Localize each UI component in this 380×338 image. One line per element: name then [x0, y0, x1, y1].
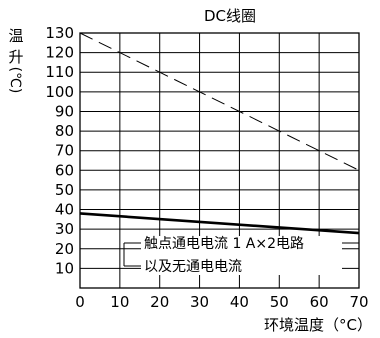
- annotation-line-2: 以及无通电电流: [144, 259, 242, 275]
- y-tick-label-12: 130: [45, 24, 74, 42]
- y-tick-label-6: 70: [55, 142, 74, 160]
- y-tick-label-3: 40: [55, 201, 74, 219]
- y-tick-label-9: 100: [45, 83, 74, 101]
- grid: [79, 32, 360, 289]
- y-tick-label-4: 50: [55, 181, 74, 199]
- chart-title: DC线圈: [204, 7, 256, 25]
- x-axis-label: 环境温度（°C）: [264, 316, 372, 334]
- x-tick-label-1: 10: [110, 293, 129, 311]
- annotation: 触点通电电流 1 A×2电路 以及无通电电流: [123, 236, 359, 275]
- y-axis-label-char-1: 温: [8, 27, 23, 45]
- y-tick-label-5: 60: [55, 161, 74, 179]
- x-tick-label-0: 0: [75, 293, 85, 311]
- y-axis-label: 温 升 (℃): [7, 27, 24, 93]
- y-tick-label-7: 80: [55, 122, 74, 140]
- annotation-background: [141, 236, 342, 275]
- x-tick-label-3: 30: [190, 293, 209, 311]
- x-tick-labels: 0 10 20 30 40 50 60 70: [75, 293, 368, 311]
- y-tick-label-11: 120: [45, 44, 74, 62]
- x-tick-label-7: 70: [349, 293, 368, 311]
- x-tick-label-4: 40: [230, 293, 249, 311]
- series-line-1: [79, 32, 360, 171]
- y-tick-label-1: 20: [55, 240, 74, 258]
- y-axis-label-unit: (℃): [7, 67, 23, 94]
- y-tick-label-10: 110: [45, 63, 74, 81]
- series-line-2: [79, 212, 360, 235]
- plot-frame: [79, 32, 360, 289]
- x-tick-label-2: 20: [150, 293, 169, 311]
- x-tick-label-6: 60: [310, 293, 329, 311]
- annotation-line-1: 触点通电电流 1 A×2电路: [144, 236, 304, 252]
- y-axis-label-char-2: 升: [8, 48, 23, 66]
- y-tick-label-0: 10: [55, 259, 74, 277]
- series-group: [79, 32, 360, 235]
- y-tick-label-8: 90: [55, 102, 74, 120]
- x-tick-label-5: 50: [270, 293, 289, 311]
- y-tick-label-2: 30: [55, 220, 74, 238]
